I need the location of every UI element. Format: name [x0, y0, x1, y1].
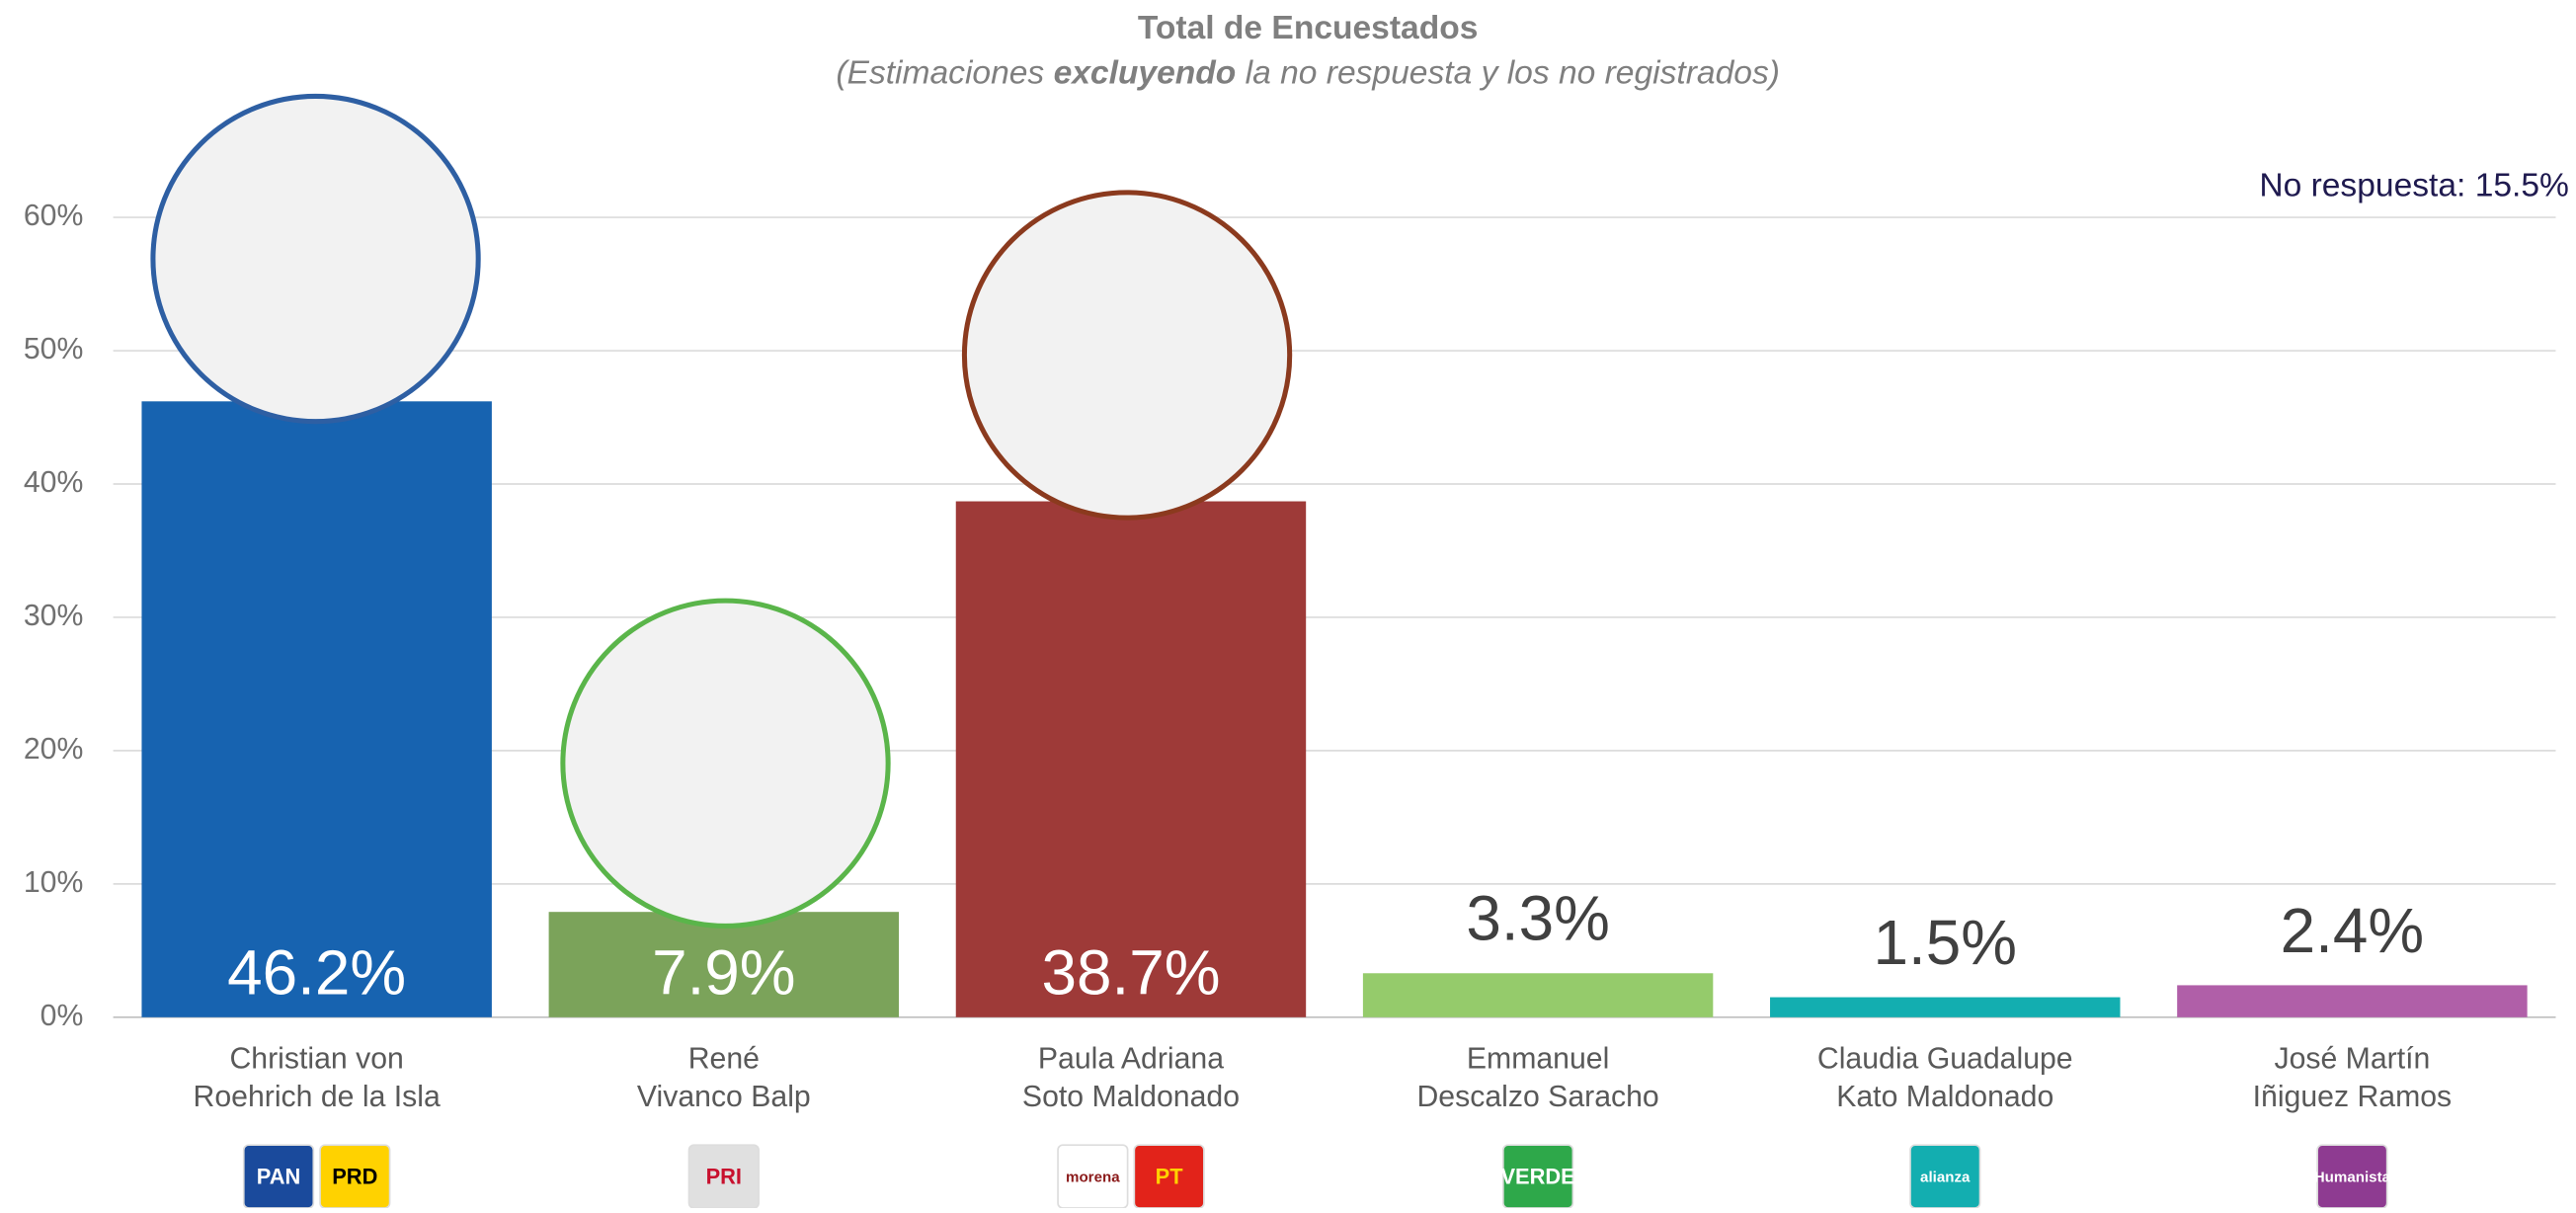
data-label: 38.7%: [1041, 936, 1220, 1008]
x-tick-label: Vivanco Balp: [637, 1081, 811, 1113]
x-tick-label: Soto Maldonado: [1022, 1081, 1240, 1113]
party-logo-text: Humanista: [2314, 1170, 2391, 1186]
party-logo-text: PT: [1156, 1165, 1184, 1189]
x-tick-label: Christian von: [229, 1042, 403, 1075]
party-logo-text: PRI: [706, 1165, 742, 1189]
party-logo-text: VERDE: [1501, 1165, 1575, 1189]
subtitle-part: la no respuesta y los no registrados): [1236, 54, 1780, 91]
x-tick-label: Emmanuel: [1467, 1042, 1609, 1075]
y-tick-label: 50%: [24, 333, 83, 365]
y-tick-label: 0%: [40, 1000, 84, 1032]
party-logo-text: morena: [1066, 1170, 1120, 1186]
data-label: 7.9%: [652, 936, 795, 1008]
bar: [1362, 973, 1714, 1017]
bar: [2177, 985, 2528, 1017]
x-tick-label: René: [688, 1042, 760, 1075]
bar: [1770, 997, 2121, 1017]
bars: [141, 401, 2528, 1017]
chart-subtitle: (Estimaciones excluyendo la no respuesta…: [836, 54, 1780, 91]
y-tick-label: 10%: [24, 866, 83, 899]
party-logo-text: PRD: [332, 1165, 377, 1189]
data-label: 3.3%: [1466, 883, 1609, 954]
x-tick-label: Descalzo Saracho: [1416, 1081, 1658, 1113]
subtitle-part: (Estimaciones: [836, 54, 1053, 91]
data-label: 2.4%: [2281, 895, 2424, 966]
x-tick-label: Paula Adriana: [1038, 1042, 1224, 1075]
data-label: 46.2%: [227, 936, 406, 1008]
portrait: [560, 598, 891, 929]
x-tick-label: Kato Maldonado: [1836, 1081, 2053, 1113]
portrait: [961, 190, 1293, 521]
chart-title: Total de Encuestados: [1138, 10, 1479, 46]
bar: [955, 501, 1307, 1017]
party-logo-text: PAN: [257, 1165, 300, 1189]
x-tick-label: Claudia Guadalupe: [1817, 1042, 2073, 1075]
y-tick-label: 20%: [24, 733, 83, 766]
x-tick-label: José Martín: [2274, 1042, 2430, 1075]
annotation: No respuesta: 15.5%: [2259, 168, 2569, 204]
bar: [141, 401, 492, 1017]
bar: [548, 912, 900, 1017]
portrait: [150, 93, 481, 425]
portraits: [150, 93, 1293, 929]
data-label: 1.5%: [1874, 907, 2017, 978]
y-tick-label: 60%: [24, 200, 83, 232]
x-tick-label: Iñiguez Ramos: [2253, 1081, 2453, 1113]
labels: Christian von Roehrich de la Isla 46.2% PAN…: [194, 883, 2453, 1209]
x-tick-label: Roehrich de la Isla: [194, 1081, 441, 1113]
subtitle-emphasis: excluyendo: [1054, 54, 1237, 91]
party-logo-text: alianza: [1920, 1170, 1971, 1186]
y-tick-label: 40%: [24, 466, 83, 499]
y-tick-label: 30%: [24, 600, 83, 632]
grid: 0% 10% 20% 30% 40% 50% 60%: [24, 200, 2556, 1032]
